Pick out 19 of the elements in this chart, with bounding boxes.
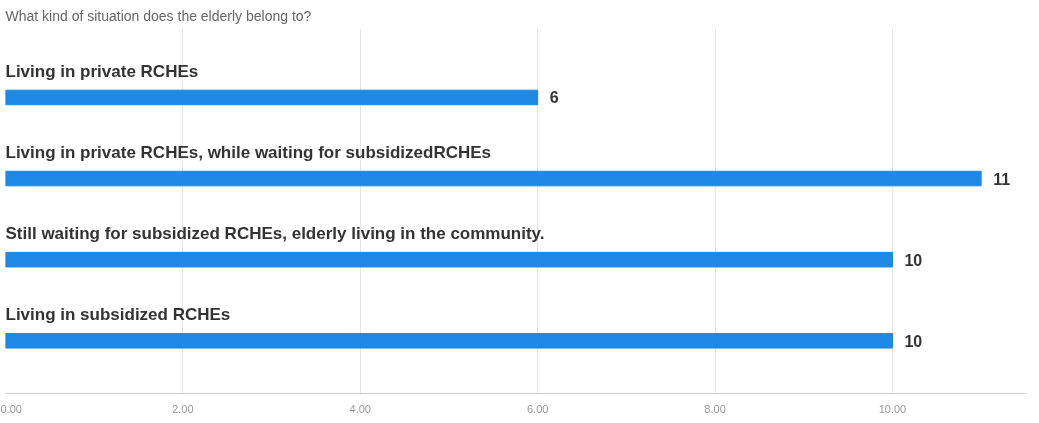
y-tick-label: Living in private RCHEs <box>5 61 199 81</box>
x-tick-label: 2.00 <box>172 402 194 415</box>
data-label: 10 <box>904 251 923 269</box>
x-tick-label: 8.00 <box>704 402 726 415</box>
data-label: 6 <box>549 89 559 107</box>
x-tick-label: 4.00 <box>349 402 371 415</box>
data-label: 10 <box>904 332 923 350</box>
bar <box>5 332 893 349</box>
y-tick-label: Living in private RCHEs, while waiting for subsidizedRCHEs <box>5 143 492 163</box>
x-tick-label: 6.00 <box>526 402 549 415</box>
data-label: 11 <box>993 170 1011 188</box>
chart-title: What kind of situation does the elderly belong to? <box>5 7 312 24</box>
y-tick-label: Living in subsidized RCHEs <box>5 305 231 325</box>
bar <box>5 89 539 106</box>
x-tick-label: 10.00 <box>878 402 907 415</box>
x-tick-label: 0.00 <box>0 402 22 415</box>
bar <box>5 170 982 187</box>
bar <box>5 251 893 268</box>
y-tick-label: Still waiting for subsidized RCHEs, elderly living in the community. <box>5 224 545 244</box>
